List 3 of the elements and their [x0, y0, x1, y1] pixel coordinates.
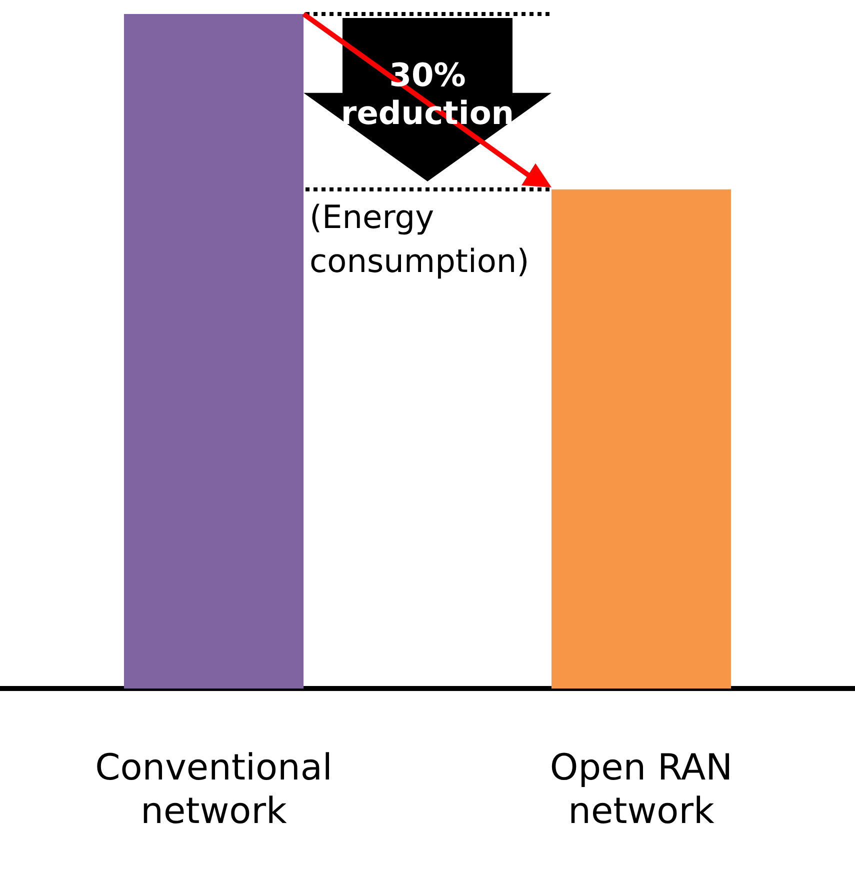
- x-tick-label: Conventional network: [95, 748, 332, 832]
- x-tick-label: Open RAN network: [550, 748, 733, 832]
- annotation: (Energy consumption): [310, 197, 530, 282]
